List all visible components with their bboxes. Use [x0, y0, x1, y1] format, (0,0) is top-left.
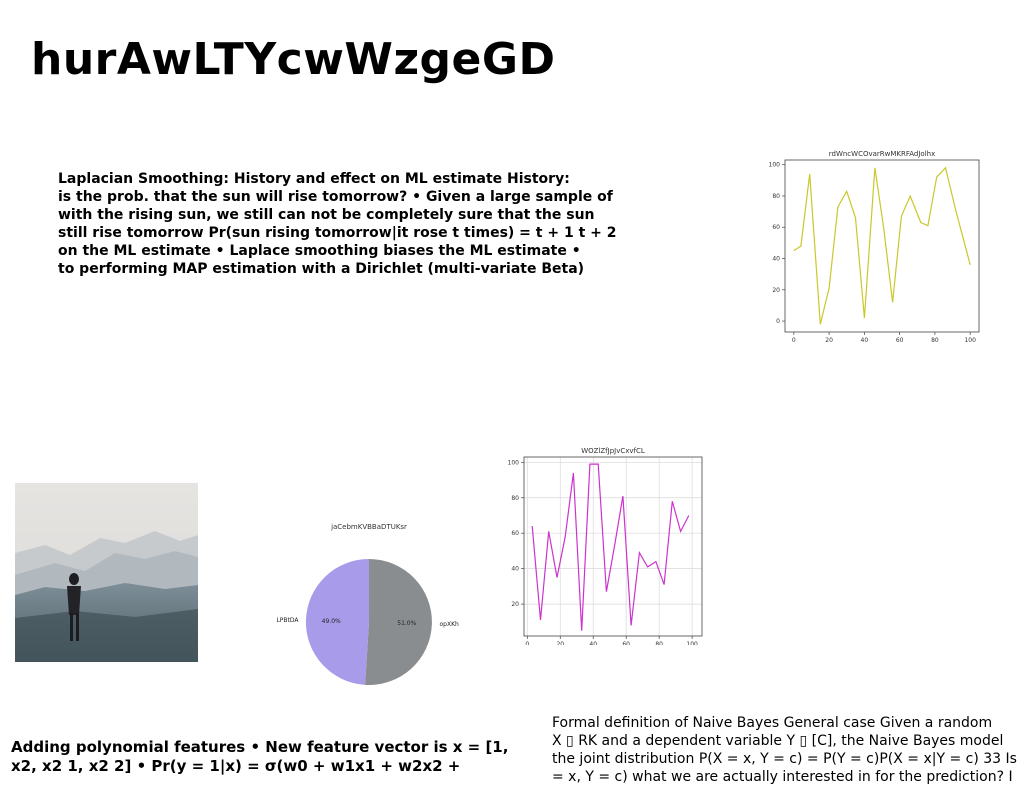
pie-slice-opXKh — [365, 559, 432, 685]
line-chart-2: WOZlZfJpJvCxvfCL 0 20 40 60 80 100 20 40 60 80 100 — [508, 447, 703, 645]
chart-title: jaCebmKVBBaDTUKsr — [330, 523, 407, 531]
pie-slice-label: opXKh — [440, 621, 460, 628]
y-tick-label: 20 — [511, 601, 519, 608]
x-tick-label: 40 — [589, 641, 597, 645]
pie-pct-label: 51.0% — [397, 620, 416, 627]
pie-chart: jaCebmKVBBaDTUKsr 51.0% opXKh 49.0% LPBtDA — [276, 523, 460, 685]
x-tick-label: 100 — [686, 641, 698, 645]
y-tick-label: 60 — [772, 224, 780, 231]
x-tick-label: 100 — [964, 337, 976, 344]
chart-title: rdWncWCOvarRwMKRFAdJolhx — [829, 150, 935, 158]
x-tick-label: 0 — [792, 337, 796, 344]
plot-frame — [784, 159, 980, 333]
series-line-1 — [793, 166, 971, 325]
x-tick-label: 60 — [622, 641, 630, 645]
y-tick-label: 100 — [508, 459, 520, 466]
y-tick-label: 80 — [511, 495, 519, 502]
y-tick-label: 100 — [769, 162, 781, 169]
x-tick-label: 80 — [931, 337, 939, 344]
y-tick-label: 20 — [772, 287, 780, 294]
x-tick-label: 20 — [825, 337, 833, 344]
x-tick-label: 60 — [896, 337, 904, 344]
naive-bayes-text: Formal definition of Naive Bayes General… — [552, 715, 1017, 785]
line-chart-1: rdWncWCOvarRwMKRFAdJolhx 0 20 40 60 80 100 0 20 4… — [769, 150, 980, 344]
y-tick-label: 0 — [776, 318, 780, 325]
pie-slice-LPBtDA — [305, 558, 369, 685]
pie-pct-label: 49.0% — [322, 618, 341, 625]
y-tick-label: 40 — [511, 566, 519, 573]
y-tick-label: 80 — [772, 193, 780, 200]
y-tick-label: 60 — [511, 530, 519, 537]
chart-title: WOZlZfJpJvCxvfCL — [581, 447, 645, 455]
page-title: hurAwLTYcwWzgeGD — [31, 34, 556, 85]
series-line-2 — [531, 463, 690, 631]
x-tick-label: 20 — [556, 641, 564, 645]
plot-frame — [523, 456, 703, 637]
y-tick-label: 40 — [772, 256, 780, 263]
pie-slice-label: LPBtDA — [276, 617, 299, 624]
landscape-photo — [15, 483, 198, 662]
polynomial-features-text: Adding polynomial features • New feature… — [11, 738, 509, 775]
x-tick-label: 80 — [655, 641, 663, 645]
laplacian-smoothing-text: Laplacian Smoothing: History and effect … — [58, 171, 617, 277]
x-tick-label: 0 — [525, 641, 529, 645]
x-tick-label: 40 — [861, 337, 869, 344]
